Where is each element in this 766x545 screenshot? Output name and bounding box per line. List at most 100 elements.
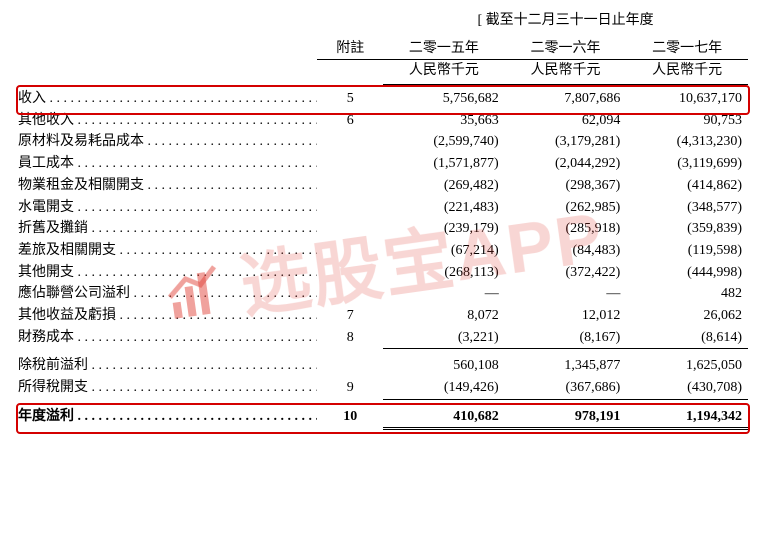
row-note: 5 [317, 88, 383, 110]
row-label: 除稅前溢利 [18, 355, 317, 377]
row-value-2: 1,345,877 [505, 355, 627, 377]
row-value-3: (359,839) [626, 218, 748, 240]
period-title: [ 截至十二月三十一日止年度 [383, 10, 748, 32]
unit-2016: 人民幣千元 [505, 60, 627, 85]
row-value-2: (298,367) [505, 175, 627, 197]
row-value-3: (414,862) [626, 175, 748, 197]
row-note: 7 [317, 305, 383, 327]
row-value-2: (372,422) [505, 262, 627, 284]
row-value-3: (119,598) [626, 240, 748, 262]
row-value-1: (67,214) [383, 240, 505, 262]
row-note [317, 355, 383, 377]
row-value-2: (367,686) [505, 377, 627, 399]
row-value-2: (8,167) [505, 327, 627, 349]
row-note [317, 283, 383, 305]
row-value-3: (4,313,230) [626, 131, 748, 153]
row-label: 其他收益及虧損 [18, 305, 317, 327]
row-value-3: 1,625,050 [626, 355, 748, 377]
row-label: 物業租金及相關開支 [18, 175, 317, 197]
row-value-3: 26,062 [626, 305, 748, 327]
row-value-3: (8,614) [626, 327, 748, 349]
unit-2017: 人民幣千元 [626, 60, 748, 85]
year-2017: 二零一七年 [626, 32, 748, 60]
table-row: 應佔聯營公司溢利——482 [18, 283, 748, 305]
row-value-1: 8,072 [383, 305, 505, 327]
row-note: 6 [317, 110, 383, 132]
header-unit-row: 人民幣千元 人民幣千元 人民幣千元 [18, 60, 748, 85]
row-value-2: (84,483) [505, 240, 627, 262]
table-row: 所得稅開支9(149,426)(367,686)(430,708) [18, 377, 748, 399]
row-value-3: 90,753 [626, 110, 748, 132]
row-label: 所得稅開支 [18, 377, 317, 399]
row-label: 財務成本 [18, 327, 317, 349]
table-row: 其他開支 (268,113)(372,422)(444,998) [18, 262, 748, 284]
row-value-1: (221,483) [383, 197, 505, 219]
row-value-2: (2,044,292) [505, 153, 627, 175]
row-label: 其他收入 [18, 110, 317, 132]
table-row: 年度溢利10410,682978,1911,194,342 [18, 406, 748, 429]
row-note [317, 131, 383, 153]
row-note [317, 153, 383, 175]
row-value-1: (3,221) [383, 327, 505, 349]
row-value-3: (430,708) [626, 377, 748, 399]
row-note [317, 175, 383, 197]
row-value-1: — [383, 283, 505, 305]
row-value-2: 7,807,686 [505, 88, 627, 110]
row-note [317, 262, 383, 284]
row-label: 差旅及相關開支 [18, 240, 317, 262]
table-row: 財務成本8(3,221)(8,167)(8,614) [18, 327, 748, 349]
row-value-3: (348,577) [626, 197, 748, 219]
unit-2015: 人民幣千元 [383, 60, 505, 85]
row-value-3: 482 [626, 283, 748, 305]
header-year-row: 附註 二零一五年 二零一六年 二零一七年 [18, 32, 748, 60]
row-value-1: (1,571,877) [383, 153, 505, 175]
header-period-row: [ 截至十二月三十一日止年度 [18, 10, 748, 32]
row-value-3: 1,194,342 [626, 406, 748, 429]
row-value-3: (444,998) [626, 262, 748, 284]
table-row: 原材料及易耗品成本 (2,599,740)(3,179,281)(4,313,23… [18, 131, 748, 153]
row-value-1: 410,682 [383, 406, 505, 429]
note-header: 附註 [317, 32, 383, 60]
row-value-2: 62,094 [505, 110, 627, 132]
row-value-2: 12,012 [505, 305, 627, 327]
year-2015: 二零一五年 [383, 32, 505, 60]
row-label: 其他開支 [18, 262, 317, 284]
row-value-1: (269,482) [383, 175, 505, 197]
table-row: 水電開支 (221,483)(262,985)(348,577) [18, 197, 748, 219]
row-value-1: (268,113) [383, 262, 505, 284]
row-note [317, 197, 383, 219]
row-value-2: 978,191 [505, 406, 627, 429]
row-value-3: (3,119,699) [626, 153, 748, 175]
row-note: 10 [317, 406, 383, 429]
row-value-1: 5,756,682 [383, 88, 505, 110]
row-note [317, 240, 383, 262]
row-value-1: (2,599,740) [383, 131, 505, 153]
row-note: 9 [317, 377, 383, 399]
row-value-1: 35,663 [383, 110, 505, 132]
row-value-1: (239,179) [383, 218, 505, 240]
row-value-2: (285,918) [505, 218, 627, 240]
table-row: 除稅前溢利 560,1081,345,8771,625,050 [18, 355, 748, 377]
row-value-2: (3,179,281) [505, 131, 627, 153]
row-value-3: 10,637,170 [626, 88, 748, 110]
table-row: 收入55,756,6827,807,68610,637,170 [18, 88, 748, 110]
row-value-1: 560,108 [383, 355, 505, 377]
row-value-1: (149,426) [383, 377, 505, 399]
row-label: 水電開支 [18, 197, 317, 219]
row-label: 應佔聯營公司溢利 [18, 283, 317, 305]
table-row: 員工成本 (1,571,877)(2,044,292)(3,119,699) [18, 153, 748, 175]
table-row: 其他收益及虧損78,07212,01226,062 [18, 305, 748, 327]
row-label: 原材料及易耗品成本 [18, 131, 317, 153]
year-2016: 二零一六年 [505, 32, 627, 60]
table-row: 其他收入635,66362,09490,753 [18, 110, 748, 132]
table-row: 物業租金及相關開支 (269,482)(298,367)(414,862) [18, 175, 748, 197]
table-row: 折舊及攤銷 (239,179)(285,918)(359,839) [18, 218, 748, 240]
row-label: 收入 [18, 88, 317, 110]
row-value-2: (262,985) [505, 197, 627, 219]
row-label: 折舊及攤銷 [18, 218, 317, 240]
row-note: 8 [317, 327, 383, 349]
table-row: 差旅及相關開支 (67,214)(84,483)(119,598) [18, 240, 748, 262]
row-label: 年度溢利 [18, 406, 317, 429]
row-label: 員工成本 [18, 153, 317, 175]
financial-table: [ 截至十二月三十一日止年度 附註 二零一五年 二零一六年 二零一七年 人民幣千… [18, 10, 748, 430]
